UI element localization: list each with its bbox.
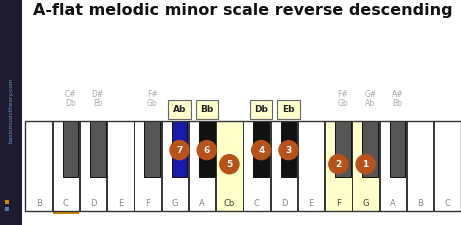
- Bar: [407, 121, 433, 211]
- Text: Bb: Bb: [392, 99, 402, 108]
- Text: C: C: [254, 198, 260, 207]
- Text: A-flat melodic minor scale reverse descending: A-flat melodic minor scale reverse desce…: [33, 3, 453, 18]
- Text: F#: F#: [147, 90, 158, 99]
- Text: Bb: Bb: [200, 105, 213, 114]
- Circle shape: [252, 141, 271, 160]
- Text: A#: A#: [392, 90, 403, 99]
- Text: Eb: Eb: [282, 105, 295, 114]
- Bar: [53, 121, 79, 211]
- Text: Ab: Ab: [173, 105, 186, 114]
- Circle shape: [220, 155, 239, 174]
- Text: E: E: [118, 198, 123, 207]
- Bar: [107, 121, 134, 211]
- Text: 5: 5: [226, 160, 232, 169]
- Bar: [5, 207, 9, 211]
- Text: 6: 6: [204, 146, 210, 155]
- Text: 3: 3: [285, 146, 292, 155]
- Bar: [243, 121, 270, 211]
- Bar: [390, 121, 405, 177]
- Circle shape: [197, 141, 216, 160]
- Text: Cb: Cb: [224, 198, 235, 207]
- Text: G#: G#: [364, 90, 376, 99]
- Bar: [135, 121, 161, 211]
- Bar: [53, 211, 79, 214]
- Bar: [325, 121, 352, 211]
- Bar: [25, 121, 52, 211]
- Bar: [298, 121, 325, 211]
- Text: Ab: Ab: [365, 99, 375, 108]
- Bar: [250, 100, 272, 119]
- Bar: [162, 121, 188, 211]
- Bar: [254, 121, 269, 177]
- Bar: [199, 121, 215, 177]
- Text: G: G: [362, 198, 369, 207]
- Text: F: F: [336, 198, 341, 207]
- Bar: [434, 121, 461, 211]
- Bar: [171, 121, 188, 177]
- Text: Gb: Gb: [147, 99, 158, 108]
- Text: A: A: [390, 198, 396, 207]
- Bar: [335, 121, 351, 177]
- Text: Db: Db: [65, 99, 76, 108]
- Bar: [278, 100, 300, 119]
- Circle shape: [279, 141, 298, 160]
- Bar: [271, 121, 297, 211]
- Text: Db: Db: [254, 105, 268, 114]
- Text: Gb: Gb: [337, 99, 349, 108]
- Text: D: D: [281, 198, 287, 207]
- Circle shape: [170, 141, 189, 160]
- Text: Eb: Eb: [93, 99, 102, 108]
- Text: C#: C#: [65, 90, 77, 99]
- Text: C: C: [444, 198, 450, 207]
- Text: D#: D#: [92, 90, 104, 99]
- Bar: [195, 100, 218, 119]
- Circle shape: [356, 155, 375, 174]
- Text: 2: 2: [335, 160, 342, 169]
- Bar: [362, 121, 378, 177]
- Bar: [25, 121, 461, 211]
- Text: C: C: [63, 198, 69, 207]
- Bar: [144, 121, 160, 177]
- Text: G: G: [171, 198, 178, 207]
- Bar: [352, 121, 379, 211]
- Text: basicmusictheory.com: basicmusictheory.com: [8, 77, 13, 143]
- Circle shape: [329, 155, 348, 174]
- Bar: [281, 121, 296, 177]
- Bar: [189, 121, 215, 211]
- Text: 7: 7: [176, 146, 183, 155]
- Text: F#: F#: [337, 90, 349, 99]
- Text: D: D: [90, 198, 96, 207]
- Bar: [80, 121, 106, 211]
- Text: 1: 1: [362, 160, 369, 169]
- Text: A: A: [199, 198, 205, 207]
- Bar: [380, 121, 406, 211]
- Bar: [63, 121, 78, 177]
- Text: 4: 4: [258, 146, 265, 155]
- Bar: [168, 100, 191, 119]
- Text: B: B: [417, 198, 423, 207]
- Text: E: E: [308, 198, 314, 207]
- Bar: [216, 121, 242, 211]
- Bar: [0, 0, 22, 225]
- Text: B: B: [35, 198, 41, 207]
- Text: F: F: [145, 198, 150, 207]
- Bar: [90, 121, 106, 177]
- Bar: [5, 200, 9, 204]
